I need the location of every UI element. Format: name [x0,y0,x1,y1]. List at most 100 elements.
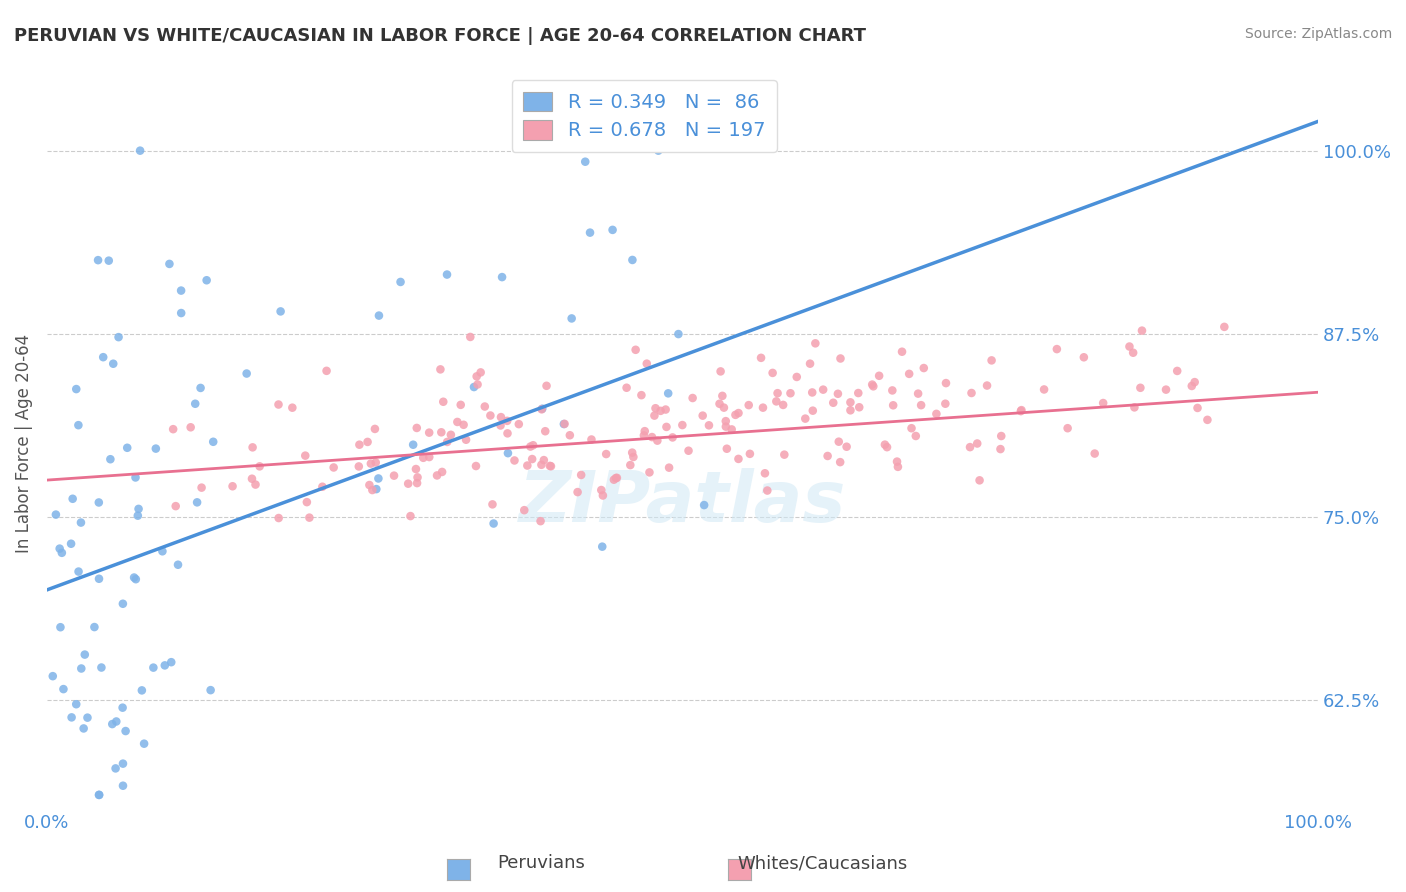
Point [184,397,207,411]
Point [165,499,187,513]
Point [531,401,554,416]
Point [606,471,628,485]
Point [153,658,176,673]
Point [70,661,93,675]
Point [716,442,738,456]
Point [554,417,576,431]
Point [891,344,914,359]
Point [749,351,772,365]
Point [887,459,910,474]
Point [87,572,110,586]
Point [710,364,733,378]
Point [779,386,801,401]
Point [533,453,555,467]
Point [873,437,896,451]
Point [638,466,661,480]
Point [692,409,714,423]
Point [51,546,73,560]
Point [605,471,627,485]
Point [60,710,83,724]
Point [128,502,150,516]
Point [654,402,676,417]
Point [496,446,519,460]
Point [668,327,690,342]
Point [418,425,440,440]
Point [479,409,502,423]
Point [167,558,190,572]
Point [418,450,440,464]
Point [621,252,644,267]
Point [860,377,883,392]
Point [508,417,530,431]
Point [960,386,983,401]
Point [1184,375,1206,389]
Point [67,565,90,579]
Point [773,448,796,462]
Point [111,700,134,714]
Point [990,429,1012,443]
Point [170,306,193,320]
Point [830,351,852,366]
Point [87,788,110,802]
Point [801,403,824,417]
Point [738,398,761,412]
Point [360,457,382,471]
Point [97,253,120,268]
Point [621,445,644,459]
Point [643,409,665,423]
Point [322,460,344,475]
Point [579,226,602,240]
Point [70,516,93,530]
Point [145,442,167,456]
Point [60,537,83,551]
Point [111,779,134,793]
Point [463,380,485,394]
Point [1118,339,1140,353]
Point [862,379,884,393]
Point [727,406,749,420]
Point [976,378,998,392]
Point [657,386,679,401]
Point [682,391,704,405]
Point [162,422,184,436]
Point [491,270,513,285]
Point [621,450,644,464]
Point [1213,319,1236,334]
Point [89,788,111,802]
Point [87,495,110,509]
Point [898,367,921,381]
Point [267,511,290,525]
Point [347,459,370,474]
Point [402,438,425,452]
Point [132,737,155,751]
Point [399,509,422,524]
Point [794,411,817,425]
Point [846,386,869,401]
Point [496,414,519,428]
Point [202,434,225,449]
Point [823,396,845,410]
Point [658,460,681,475]
Point [644,401,666,416]
Text: ZIPatlas: ZIPatlas [519,467,846,537]
Point [242,441,264,455]
Point [129,144,152,158]
Point [633,428,655,442]
Point [1092,396,1115,410]
Point [195,273,218,287]
Point [811,383,834,397]
Point [465,458,488,473]
Point [650,404,672,418]
Point [868,368,890,383]
Point [561,311,583,326]
Point [558,428,581,442]
Point [765,394,787,409]
Point [553,417,575,431]
Point [839,395,862,409]
Point [1073,351,1095,365]
Point [980,353,1002,368]
Point [910,398,932,412]
Point [530,458,553,472]
Point [180,420,202,434]
Point [754,467,776,481]
